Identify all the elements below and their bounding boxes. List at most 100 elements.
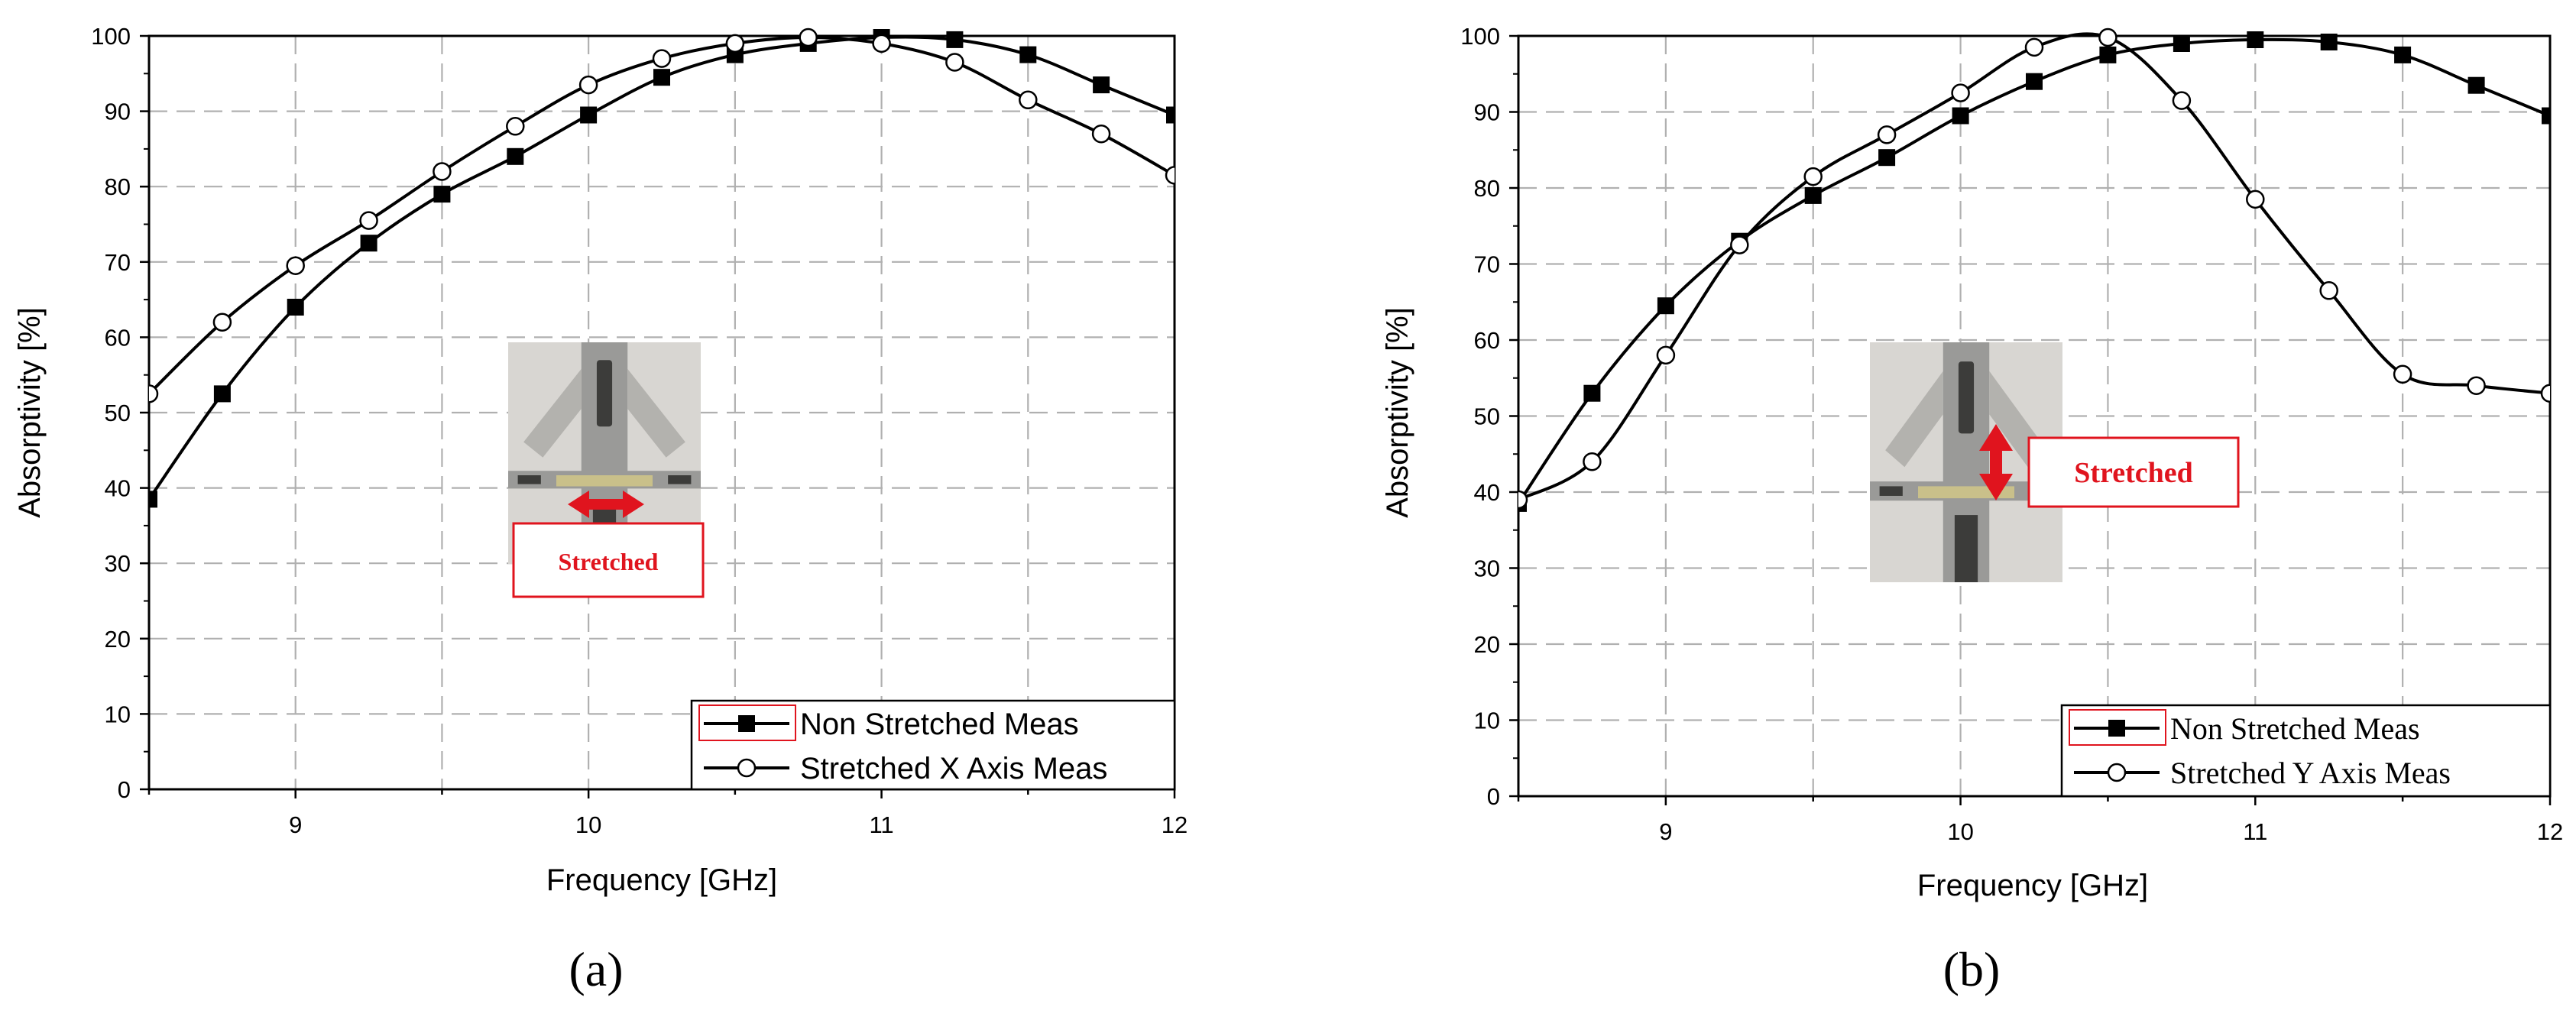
data-point	[653, 69, 670, 86]
data-point	[2393, 364, 2412, 384]
x-axis: 9 10 11 12	[1517, 796, 2563, 845]
legend-box	[2060, 704, 2552, 798]
y-tick-label: 30	[1474, 555, 1500, 582]
data-point	[1877, 125, 1897, 144]
y-tick-label: 10	[1474, 708, 1500, 734]
data-point	[1730, 235, 1749, 254]
legend-marker	[2108, 720, 2125, 737]
y-tick-label: 90	[1474, 99, 1500, 126]
data-point	[1952, 107, 1969, 125]
legend-marker	[737, 758, 757, 778]
data-point	[2467, 376, 2486, 395]
y-tick-label: 20	[105, 626, 131, 653]
data-point	[1583, 452, 1602, 471]
y-tick-label: 60	[105, 324, 131, 351]
stretched-label: Stretched	[559, 548, 659, 575]
data-point	[1583, 384, 1601, 402]
fixture-left-arm	[523, 368, 582, 458]
data-point	[149, 384, 159, 403]
data-point	[1091, 124, 1111, 144]
fixture-left-arm	[1885, 371, 1943, 468]
data-point	[1951, 83, 1970, 102]
legend-marker	[738, 715, 755, 732]
data-point	[1093, 76, 1110, 94]
series-1	[1518, 31, 2550, 512]
y-tick-label: 0	[118, 776, 131, 803]
y-tick-label: 80	[1474, 175, 1500, 202]
stretched-label-box	[2027, 436, 2240, 508]
x-axis-title: Frequency [GHz]	[1917, 869, 2148, 902]
legend-highlight	[698, 704, 796, 741]
fixture-right-arm	[627, 368, 685, 458]
y-tick-label: 40	[105, 475, 131, 502]
panel-caption: (a)	[569, 942, 623, 996]
data-point	[2099, 46, 2117, 63]
data-point	[945, 53, 964, 72]
legend-label: Stretched X Axis Meas	[800, 752, 1107, 785]
data-point	[506, 117, 525, 136]
fixture-clamp-left	[1879, 486, 1903, 496]
data-point	[507, 147, 524, 165]
y-tick-label: 40	[1474, 479, 1500, 506]
x-tick-label: 12	[1162, 811, 1188, 838]
panel-b: 0 10 20 30 40 50 60 70 80 90 100 9 10 11 12 Absorptivit…	[1381, 23, 2563, 996]
data-point	[2542, 107, 2550, 125]
x-tick-label: 9	[289, 811, 302, 838]
y-tick-label: 50	[105, 400, 131, 426]
data-point	[946, 31, 964, 48]
y-tick-label: 20	[1474, 631, 1500, 658]
y-tick-label: 10	[105, 701, 131, 727]
y-tick-label: 70	[105, 249, 131, 276]
fixture-clamp-left	[517, 475, 541, 484]
data-point	[287, 299, 304, 316]
y-tick-label: 70	[1474, 251, 1500, 278]
legend-label: Non Stretched Meas	[2170, 711, 2420, 746]
data-point	[578, 75, 598, 95]
series-2	[1518, 28, 2550, 510]
x-tick-label: 12	[2537, 818, 2563, 845]
x-tick-label: 10	[575, 811, 601, 838]
data-point	[359, 211, 378, 230]
data-point	[725, 34, 745, 53]
data-point	[1019, 90, 1038, 110]
data-point	[1518, 490, 1528, 510]
data-point	[213, 385, 231, 403]
stretch-arrow-vertical-icon	[1979, 424, 2013, 500]
data-point	[286, 256, 305, 275]
y-tick-label: 30	[105, 550, 131, 577]
data-point	[1657, 297, 1674, 315]
data-point	[2319, 281, 2338, 300]
data-point	[2247, 31, 2264, 48]
y-axis: 0 10 20 30 40 50 60 70 80 90 100	[91, 23, 149, 803]
y-tick-label: 60	[1474, 327, 1500, 354]
fixture-clamp-right	[668, 475, 692, 484]
data-point	[652, 49, 672, 68]
panel-a: 0 10 20 30 40 50 60 70 80 90 100 9 10 11 12 Absorptivit…	[13, 23, 1188, 996]
data-point	[212, 313, 232, 332]
data-point	[2024, 37, 2044, 57]
y-tick-label: 0	[1487, 783, 1500, 810]
legend: Non Stretched Meas Stretched Y Axis Meas	[2060, 704, 2552, 798]
data-point	[1165, 166, 1175, 185]
x-axis: 9 10 11 12	[147, 789, 1188, 838]
sample-chip	[556, 475, 653, 487]
x-tick-label: 10	[1947, 818, 1973, 845]
y-tick-label: 80	[105, 173, 131, 200]
data-point	[1166, 106, 1175, 124]
y-axis-title: Absorptivity [%]	[13, 307, 47, 518]
legend-label: Stretched Y Axis Meas	[2170, 756, 2451, 790]
stretch-arrow-horizontal-icon	[568, 491, 644, 518]
legend-label: Non Stretched Meas	[800, 708, 1079, 741]
data-point	[149, 491, 157, 508]
data-point	[2320, 34, 2338, 50]
data-point	[2173, 35, 2190, 52]
data-point	[1804, 186, 1822, 204]
fixture-slot	[596, 360, 613, 427]
x-axis-title: Frequency [GHz]	[546, 863, 777, 897]
y-tick-label: 50	[1474, 403, 1500, 430]
data-point	[1019, 46, 1037, 63]
x-tick-label: 11	[869, 811, 893, 838]
fixture-lower-post	[1954, 515, 1978, 582]
series-2	[149, 28, 1175, 403]
